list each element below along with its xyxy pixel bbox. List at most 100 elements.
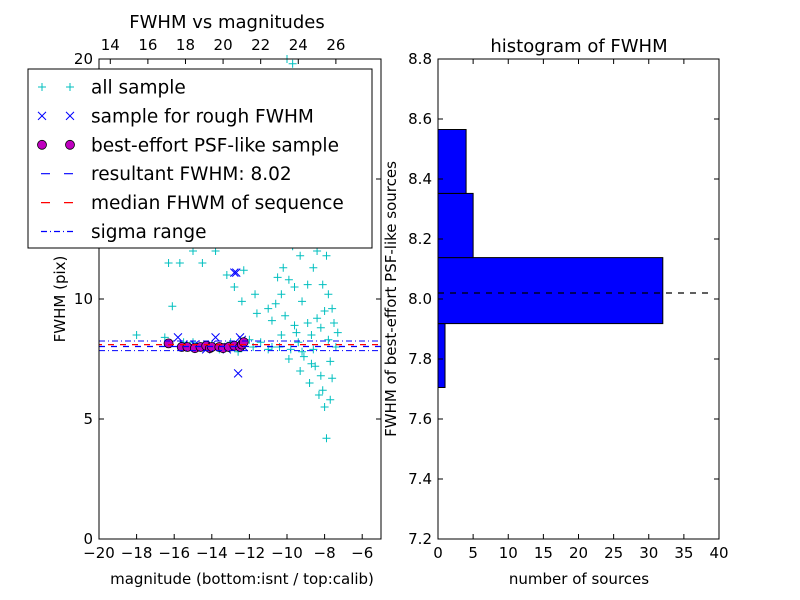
top-tick-label: 18 — [176, 36, 195, 54]
histogram-bar — [437, 192, 474, 259]
legend-label: sigma range — [91, 222, 207, 243]
point-all-sample — [298, 347, 307, 356]
x-tick-label: −16 — [158, 544, 190, 562]
top-tick-label: 16 — [138, 36, 157, 54]
point-all-sample — [290, 283, 299, 291]
legend-label: sample for rough FWHM — [91, 106, 314, 127]
y-tick-label: 8.6 — [408, 110, 432, 128]
point-all-sample — [264, 304, 273, 313]
legend-box — [27, 68, 373, 249]
histogram-x-ticks: 0 5 10 15 20 25 30 35 40 — [433, 59, 729, 562]
point-all-sample — [331, 343, 340, 351]
point-all-sample — [273, 273, 282, 282]
x-tick-label: −10 — [271, 544, 303, 562]
legend-swatch — [65, 139, 75, 150]
y-tick-label: 7.6 — [408, 410, 432, 428]
point-all-sample — [324, 290, 333, 299]
point-all-sample — [316, 371, 325, 380]
legend-swatch — [37, 111, 47, 121]
y-tick-label: 7.4 — [408, 470, 432, 488]
x-tick-label: 20 — [569, 544, 588, 562]
point-all-sample — [320, 307, 329, 315]
point-sample-for-rough-fwhm — [211, 333, 220, 342]
point-all-sample — [288, 59, 297, 68]
y-tick-label: 10 — [74, 290, 93, 308]
histogram-title: histogram of FWHM — [490, 36, 667, 57]
histogram-panel: 0 5 10 15 20 25 30 35 40 7.2 7.4 7.6 7.8 8.0 8.2 8.4 8.… — [382, 36, 729, 588]
y-tick-label: 7.8 — [408, 350, 432, 368]
x-tick-label: 15 — [534, 544, 553, 562]
top-tick-label: 14 — [101, 36, 120, 54]
x-tick-label: 35 — [674, 544, 693, 562]
y-tick-label: 8.8 — [408, 50, 432, 68]
point-all-sample — [256, 338, 265, 347]
histogram-bars — [437, 129, 664, 389]
point-all-sample — [318, 280, 327, 289]
x-tick-label: 40 — [709, 544, 728, 562]
point-all-sample — [198, 259, 207, 267]
legend: all sample sample for rough FWHM best-effo… — [27, 68, 373, 249]
legend-swatch — [65, 111, 75, 121]
point-all-sample — [316, 323, 325, 332]
x-tick-label: −14 — [196, 544, 228, 562]
top-tick-label: 20 — [214, 36, 233, 54]
y-tick-label: 8.2 — [408, 230, 432, 248]
point-all-sample — [284, 355, 293, 363]
point-all-sample — [267, 316, 276, 325]
point-all-sample — [290, 321, 299, 330]
point-all-sample — [292, 328, 301, 337]
scatter-x-axis-label: magnitude (bottom:isnt / top:calib) — [110, 570, 374, 588]
point-all-sample — [284, 275, 293, 284]
point-all-sample — [313, 314, 322, 323]
point-all-sample — [296, 251, 305, 260]
y-tick-label: 7.2 — [408, 530, 432, 548]
x-tick-label: −8 — [314, 544, 336, 562]
point-all-sample — [271, 299, 280, 308]
point-all-sample — [324, 335, 333, 344]
x-tick-label: 10 — [499, 544, 518, 562]
legend-label: all sample — [91, 78, 186, 99]
point-all-sample — [330, 319, 338, 327]
point-all-sample — [230, 283, 239, 291]
legend-label: best-effort PSF-like sample — [91, 135, 339, 156]
point-all-sample — [326, 357, 335, 366]
x-tick-label: −6 — [351, 544, 373, 562]
top-tick-label: 24 — [289, 36, 308, 54]
scatter-x-ticks: −20 −18 −16 −14 −12 −10 −8 −6 — [83, 534, 373, 562]
point-sample-for-rough-fwhm — [173, 333, 183, 342]
point-all-sample — [294, 338, 303, 347]
point-all-sample — [309, 263, 318, 272]
top-tick-label: 22 — [251, 36, 270, 54]
point-best-effort-psf-like-sample — [238, 337, 249, 348]
scatter-title: FWHM vs magnitudes — [129, 12, 324, 33]
point-all-sample — [279, 263, 288, 272]
point-all-sample — [320, 403, 329, 411]
legend-swatch — [38, 83, 46, 91]
point-all-sample — [322, 251, 331, 260]
legend-item-sigma-range: sigma range — [41, 222, 207, 243]
point-sample-for-rough-fwhm — [231, 268, 241, 277]
point-all-sample — [132, 331, 141, 339]
y-tick-label: 20 — [74, 50, 93, 68]
point-all-sample — [318, 386, 327, 395]
point-all-sample — [322, 434, 331, 443]
point-all-sample — [307, 359, 316, 368]
histogram-y-axis-label: FWHM of best-effort PSF-like sources — [382, 161, 400, 437]
point-all-sample — [175, 259, 184, 267]
y-tick-label: 8.4 — [408, 170, 432, 188]
point-all-sample — [326, 395, 335, 404]
point-all-sample — [222, 271, 231, 279]
point-all-sample — [314, 391, 323, 399]
point-all-sample — [168, 302, 177, 311]
point-sample-for-rough-fwhm — [230, 268, 239, 277]
point-all-sample — [164, 259, 173, 267]
histogram-x-axis-label: number of sources — [509, 570, 649, 588]
y-tick-label: 5 — [83, 410, 93, 428]
histogram-y-ticks: 7.2 7.4 7.6 7.8 8.0 8.2 8.4 8.6 8.8 — [408, 50, 719, 548]
point-all-sample — [251, 290, 260, 299]
point-all-sample — [309, 345, 318, 354]
x-tick-label: 5 — [468, 544, 478, 562]
legend-item-median-fhwm-of-sequence: median FHWM of sequence — [41, 193, 344, 214]
point-all-sample — [328, 304, 337, 313]
